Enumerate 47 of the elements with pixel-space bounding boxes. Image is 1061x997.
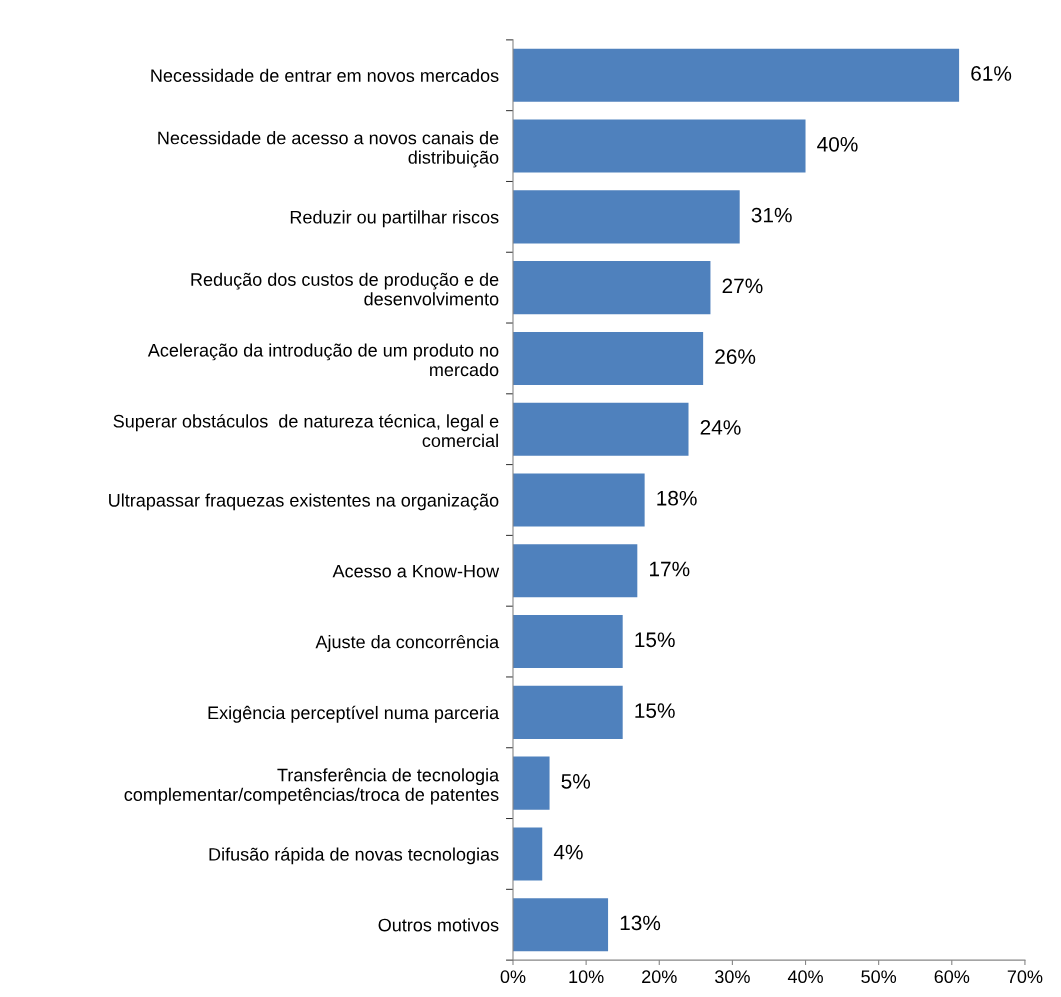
bar	[512, 119, 806, 173]
y-tick-label: Difusão rápida de novas tecnologias	[209, 847, 499, 865]
bar	[512, 615, 623, 669]
y-tick-label: Acesso a Know-How	[332, 564, 500, 578]
y-tick-label: Necessidade de entrar em novos mercados	[151, 68, 499, 82]
bar	[512, 261, 711, 315]
data-label: 17%	[650, 561, 690, 577]
data-label: 31%	[751, 207, 792, 223]
data-label: 15%	[635, 703, 675, 718]
x-tick-label: 20%	[642, 970, 677, 984]
data-label: 13%	[620, 915, 661, 931]
y-tick-label: Reduzir ou partilhar riscos	[290, 210, 499, 228]
bar	[512, 544, 638, 598]
y-tick-label: Ajuste da concorrência	[315, 635, 500, 652]
x-tick-label: 60%	[934, 970, 970, 984]
bar	[512, 473, 645, 527]
data-label: 24%	[700, 420, 741, 435]
y-tick-label: Aceleração da introdução de um produto no mercado	[147, 343, 499, 377]
bar	[512, 48, 960, 102]
y-tick-label: Necessidade de acesso a novos canais de distribuição	[158, 131, 499, 168]
data-label: 40%	[817, 136, 858, 152]
bar	[512, 331, 704, 385]
bar	[512, 402, 689, 456]
y-tick-label: Superar obstáculos de natureza técnica, legal e comercial	[113, 414, 499, 448]
bar	[512, 756, 550, 810]
x-tick-label: 30%	[715, 970, 750, 984]
y-tick-label: Transferência de tecnologia complementar/competências/troca de patentes	[124, 768, 500, 805]
x-tick-label: 0%	[500, 970, 526, 984]
data-label: 15%	[635, 632, 675, 648]
y-tick-label: Redução dos custos de produção e de desenvolvimento	[191, 272, 499, 306]
x-tick-label: 10%	[569, 970, 604, 984]
bar	[512, 898, 609, 952]
y-tick-label: Outros motivos	[378, 918, 499, 932]
data-label: 26%	[715, 349, 756, 365]
y-tick-label: Exigência perceptível numa parceria	[208, 705, 500, 723]
data-label: 61%	[971, 66, 1012, 81]
data-label: 5%	[561, 774, 591, 789]
bar	[512, 190, 740, 244]
bar	[512, 827, 543, 881]
bar	[512, 685, 623, 739]
data-label: 18%	[657, 490, 697, 506]
x-tick-label: 70%	[1007, 970, 1043, 984]
x-tick-label: 50%	[861, 970, 897, 984]
data-label: 27%	[722, 278, 763, 294]
y-tick-label: Ultrapassar fraquezas existentes na organização	[109, 493, 499, 511]
x-tick-label: 40%	[787, 970, 823, 984]
data-label: 4%	[553, 844, 583, 860]
